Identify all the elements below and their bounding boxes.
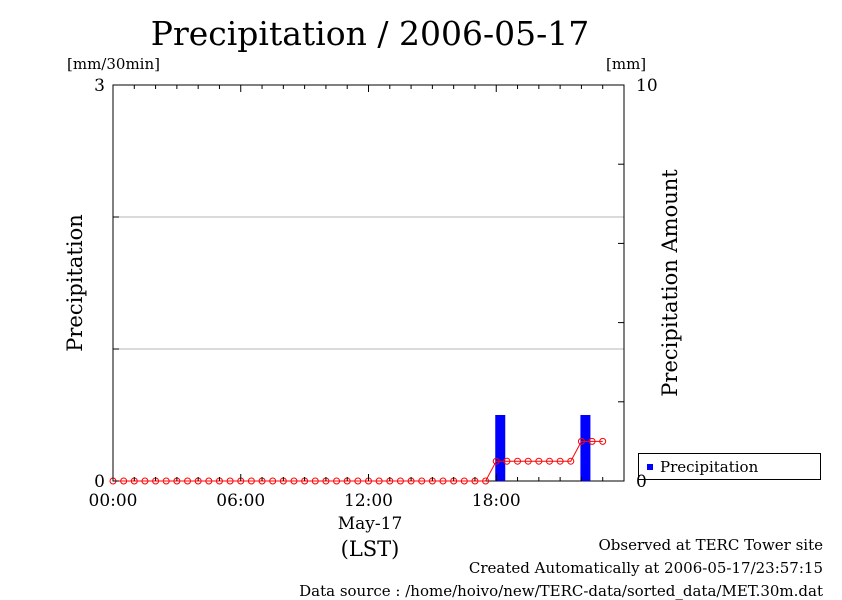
amount-point	[333, 477, 341, 485]
chart-title: Precipitation / 2006-05-17	[150, 14, 590, 53]
amount-point	[311, 477, 319, 485]
amount-point	[524, 457, 532, 465]
x-axis-title: (LST)	[340, 537, 400, 561]
left-y-tick-label: 0	[94, 472, 105, 492]
x-tick-label: 18:00	[472, 491, 521, 511]
amount-point	[460, 477, 468, 485]
amount-point	[141, 477, 149, 485]
amount-point	[375, 477, 383, 485]
footer-created-timestamp: Created Automatically at 2006-05-17/23:5…	[468, 559, 823, 577]
footer-data-source: Data source : /home/hoivo/new/TERC-data/…	[299, 582, 823, 600]
amount-point	[545, 457, 553, 465]
amount-point	[556, 457, 564, 465]
amount-point	[567, 457, 575, 465]
x-date-label: May-17	[337, 514, 403, 534]
amount-point	[418, 477, 426, 485]
legend: Precipitation	[638, 453, 821, 480]
amount-line	[113, 440, 603, 482]
legend-label-precipitation: Precipitation	[660, 458, 759, 476]
right-axis-unit: [mm]	[606, 55, 647, 73]
amount-point	[290, 477, 298, 485]
right-y-tick-label: 10	[636, 76, 658, 96]
amount-point	[535, 457, 543, 465]
amount-point	[514, 457, 522, 465]
amount-point	[354, 477, 362, 485]
x-tick-label: 06:00	[216, 491, 265, 511]
x-tick-label: 00:00	[89, 491, 138, 511]
amount-point	[396, 477, 404, 485]
right-y-tick-label: 0	[636, 472, 647, 492]
amount-point	[205, 477, 213, 485]
amount-point	[184, 477, 192, 485]
amount-point	[492, 457, 500, 465]
amount-point	[588, 437, 596, 445]
amount-point	[120, 477, 128, 485]
amount-point	[577, 437, 585, 445]
legend-swatch-precipitation	[647, 464, 653, 470]
amount-point	[226, 477, 234, 485]
amount-point	[162, 477, 170, 485]
amount-point	[482, 477, 490, 485]
amount-point	[599, 437, 607, 445]
plot-frame	[112, 84, 625, 482]
amount-point	[247, 477, 255, 485]
amount-point	[439, 477, 447, 485]
left-axis-unit: [mm/30min]	[67, 55, 160, 73]
footer-observed-site: Observed at TERC Tower site	[598, 536, 823, 554]
amount-point	[269, 477, 277, 485]
x-tick-label: 12:00	[344, 491, 393, 511]
left-y-tick-label: 3	[94, 76, 105, 96]
amount-point	[503, 457, 511, 465]
precipitation-bar	[580, 415, 591, 481]
precipitation-bar	[495, 415, 506, 481]
